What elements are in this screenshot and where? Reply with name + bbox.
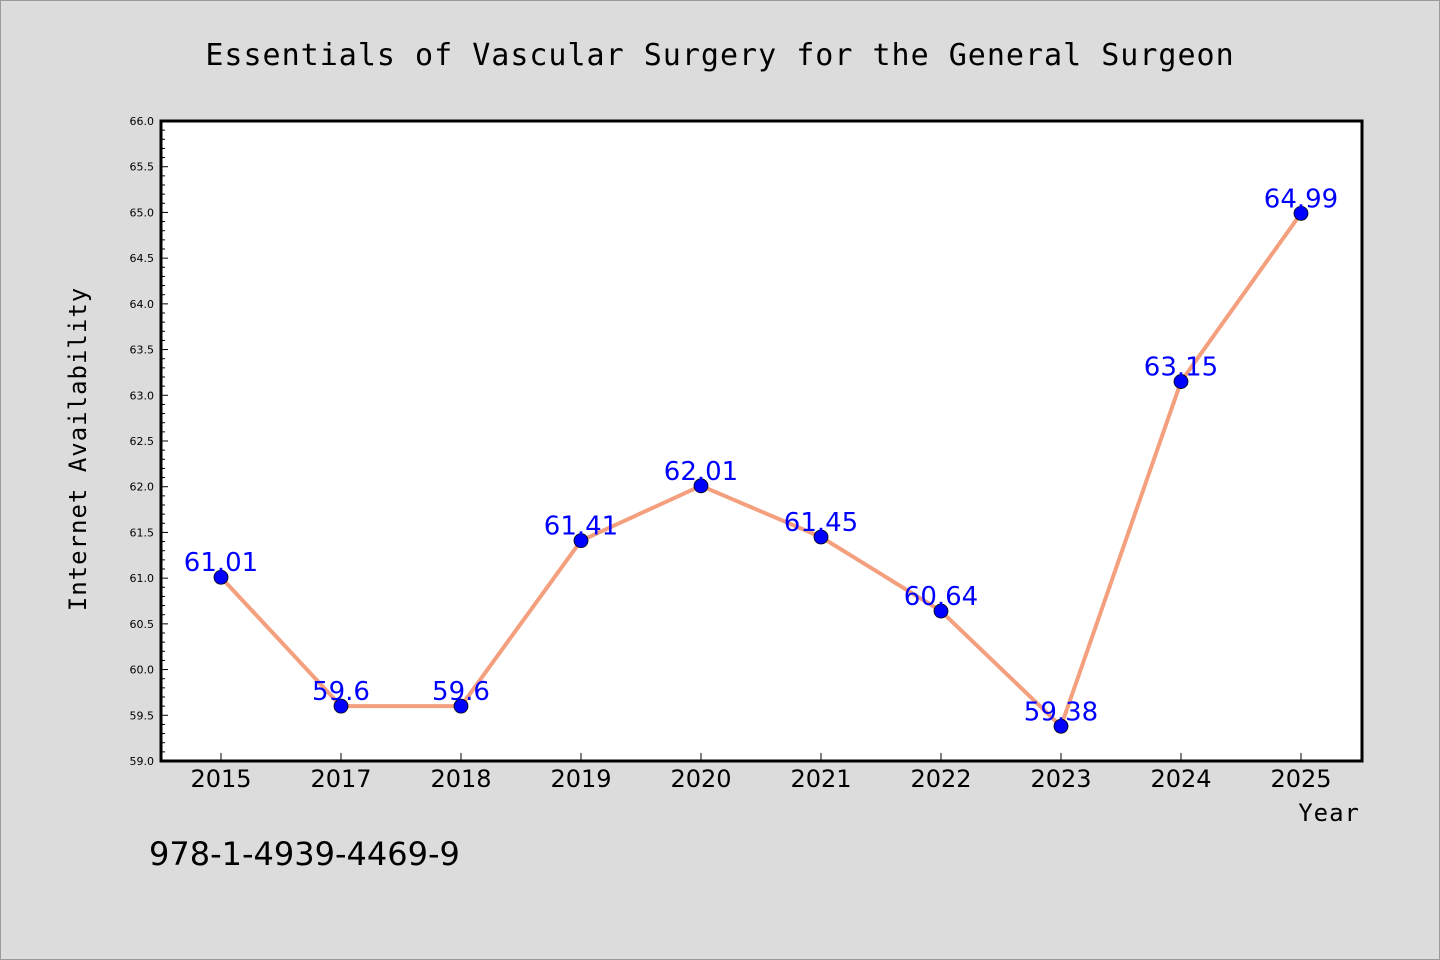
x-axis-title: Year xyxy=(1298,799,1360,827)
data-label: 61.01 xyxy=(184,548,258,578)
data-label: 59.6 xyxy=(312,677,370,707)
data-label: 59.38 xyxy=(1024,697,1098,727)
y-tick-label: 60.5 xyxy=(130,618,155,631)
data-point xyxy=(333,698,349,714)
data-labels: 61.01 59.6 59.6 61.41 62.01 61.45 60.64 59.38 63… xyxy=(184,184,1338,727)
data-label: 63.15 xyxy=(1144,353,1218,383)
x-tick-label: 2018 xyxy=(430,765,491,793)
y-tick-label: 63.0 xyxy=(130,389,155,402)
data-point xyxy=(1173,374,1189,389)
data-label: 61.45 xyxy=(784,508,858,538)
data-point xyxy=(573,533,589,549)
x-axis: 2015 2017 2018 2019 2020 2021 2022 2023 2024 2025 xyxy=(190,753,1332,793)
x-tick-label: 2017 xyxy=(310,765,371,793)
y-axis-title: Internet Availability xyxy=(64,287,92,611)
x-tick-label: 2022 xyxy=(910,765,971,793)
data-point xyxy=(813,529,829,545)
y-tick-label: 61.5 xyxy=(130,526,155,539)
data-point xyxy=(1293,205,1309,221)
x-tick-label: 2024 xyxy=(1150,765,1211,793)
data-label: 64.99 xyxy=(1264,184,1338,214)
y-tick-label: 65.0 xyxy=(130,206,155,219)
y-tick-label: 64.5 xyxy=(130,252,155,265)
y-tick-label: 59.5 xyxy=(130,709,155,722)
data-point xyxy=(933,603,949,619)
data-point xyxy=(213,569,229,585)
y-tick-label: 60.0 xyxy=(130,664,155,677)
isbn-text: 978-1-4939-4469-9 xyxy=(149,835,460,873)
y-tick-label: 61.0 xyxy=(130,572,155,585)
plot-area xyxy=(159,119,1364,763)
y-tick-label: 63.5 xyxy=(130,344,155,357)
x-tick-label: 2020 xyxy=(670,765,731,793)
chart-title: Essentials of Vascular Surgery for the G… xyxy=(205,38,1234,73)
x-tick-label: 2021 xyxy=(790,765,851,793)
x-tick-label: 2015 xyxy=(190,765,251,793)
y-axis: 59.0 59.5 60.0 60.5 61.0 61.5 62.0 62.5 63.0 63.5… xyxy=(130,115,168,768)
data-label: 59.6 xyxy=(432,677,490,707)
data-label: 61.41 xyxy=(544,512,618,542)
y-tick-label: 65.5 xyxy=(130,161,155,174)
data-point xyxy=(1053,718,1069,734)
x-tick-label: 2019 xyxy=(550,765,611,793)
data-series xyxy=(213,205,1309,734)
x-tick-label: 2023 xyxy=(1030,765,1091,793)
y-tick-label: 62.5 xyxy=(130,435,155,448)
data-point xyxy=(693,478,709,494)
y-tick-label: 62.0 xyxy=(130,481,155,494)
y-tick-label: 66.0 xyxy=(130,115,155,128)
data-label: 62.01 xyxy=(664,457,738,487)
data-label: 60.64 xyxy=(904,582,978,612)
x-tick-label: 2025 xyxy=(1270,765,1331,793)
series-line xyxy=(219,211,1303,729)
data-point xyxy=(453,698,469,714)
y-tick-label: 64.0 xyxy=(130,298,155,311)
y-tick-label: 59.0 xyxy=(130,755,155,768)
